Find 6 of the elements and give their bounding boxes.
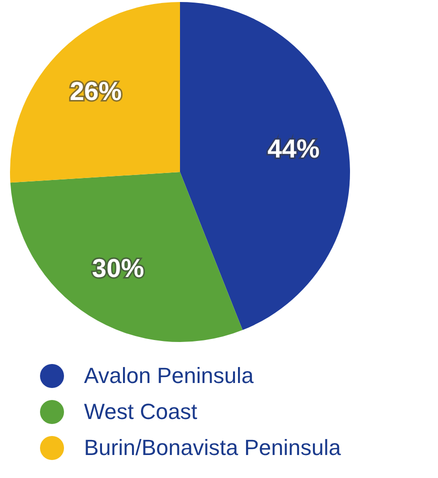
data-label: 30% [92, 252, 144, 283]
data-label: 26% [70, 76, 122, 106]
data-label: 44% [268, 134, 320, 164]
legend-label: Avalon Peninsula [84, 363, 254, 389]
legend-label: West Coast [84, 399, 198, 425]
legend-label: Burin/Bonavista Peninsula [84, 435, 341, 461]
